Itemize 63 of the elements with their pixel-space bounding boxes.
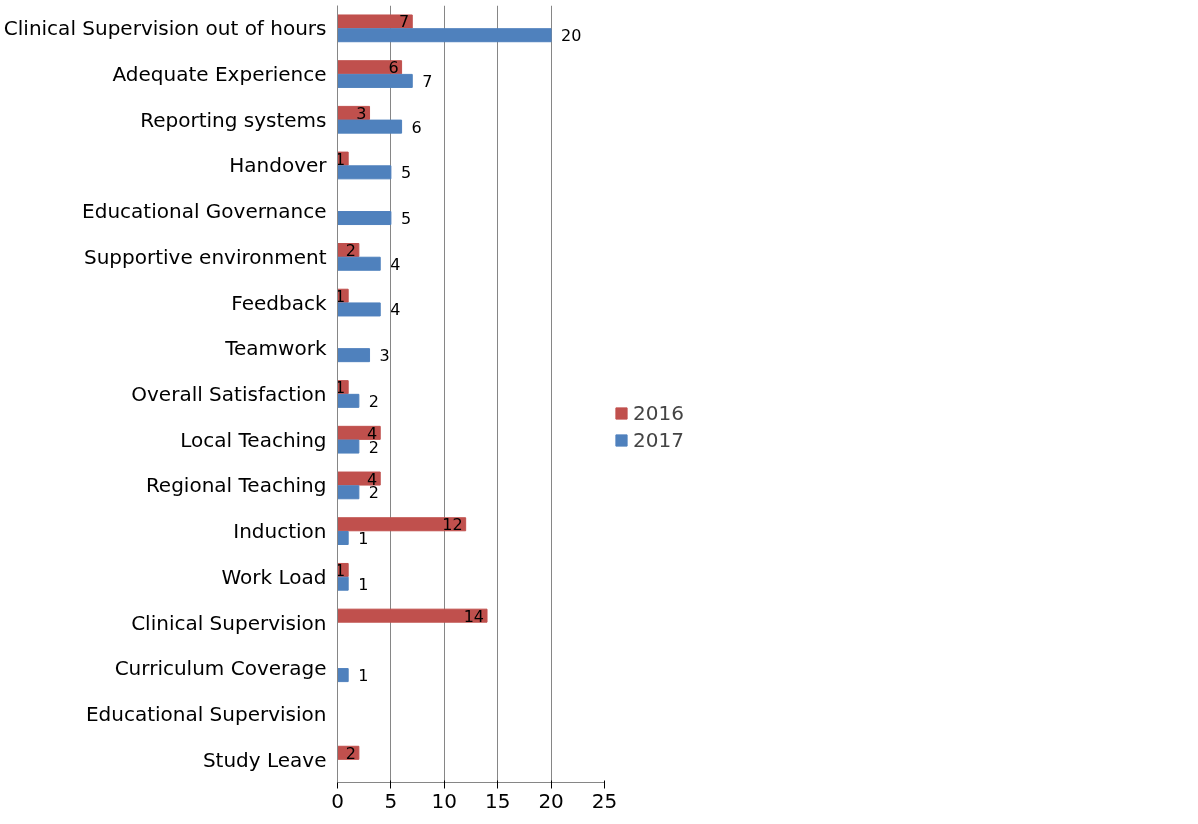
- y-tick-label: Curriculum Coverage: [114, 656, 327, 681]
- bar: [337, 165, 392, 180]
- data-label: 3: [356, 103, 367, 123]
- x-tick-label: 15: [484, 788, 511, 813]
- bar: [337, 302, 381, 317]
- y-tick-label: Reporting systems: [140, 107, 327, 132]
- x-tick-label: 20: [538, 788, 564, 813]
- bar: [337, 256, 381, 271]
- bar: [337, 393, 360, 408]
- bar: [337, 211, 392, 226]
- data-label: 1: [358, 574, 369, 594]
- x-tick-label: 10: [431, 788, 458, 813]
- y-tick-label: Clinical Supervision out of hours: [3, 16, 327, 41]
- y-tick-label: Induction: [233, 519, 327, 544]
- data-label: 2: [368, 391, 380, 411]
- data-label: 14: [463, 606, 485, 626]
- bar: [337, 119, 403, 134]
- data-label: 2: [345, 241, 356, 261]
- data-label: 6: [411, 117, 422, 137]
- x-tick-label: 0: [331, 788, 344, 813]
- data-label: 2: [345, 743, 356, 763]
- bar: [337, 471, 381, 486]
- data-label: 7: [399, 12, 410, 32]
- bar: [337, 73, 413, 88]
- bar: [337, 14, 413, 29]
- bar: [337, 28, 552, 43]
- y-tick-label: Feedback: [231, 290, 327, 315]
- legend-label: 2016: [633, 401, 684, 425]
- bar: [337, 60, 403, 75]
- data-label: 7: [422, 71, 433, 91]
- data-label: 5: [400, 163, 412, 183]
- y-tick-label: Handover: [229, 153, 328, 178]
- y-tick-label: Study Leave: [202, 747, 327, 772]
- y-tick-label: Local Teaching: [180, 427, 327, 452]
- bar: [337, 439, 360, 454]
- data-label: 1: [358, 528, 369, 548]
- bar: [337, 348, 371, 363]
- y-tick-label: Educational Governance: [82, 199, 327, 224]
- data-label: 3: [379, 346, 390, 366]
- x-tick-label: 5: [384, 788, 398, 813]
- y-tick-label: Adequate Experience: [112, 62, 327, 87]
- data-label: 5: [400, 209, 412, 229]
- data-label: 4: [390, 300, 401, 320]
- x-tick-label: 25: [591, 788, 618, 813]
- y-tick-label: Teamwork: [224, 336, 327, 361]
- data-label: 6: [388, 58, 399, 78]
- y-tick-label: Clinical Supervision: [131, 610, 327, 635]
- data-label: 1: [358, 666, 369, 686]
- bar: [337, 517, 467, 532]
- data-label: 20: [561, 26, 582, 46]
- legend-label: 2017: [633, 428, 684, 452]
- bar: [337, 608, 488, 623]
- y-tick-label: Regional Teaching: [145, 473, 327, 498]
- data-label: 12: [442, 515, 463, 535]
- bar: [337, 485, 360, 500]
- y-tick-label: Work Load: [221, 564, 327, 589]
- bar: [337, 668, 349, 683]
- data-label: 4: [390, 254, 401, 274]
- bar: [337, 576, 349, 591]
- y-tick-label: Overall Satisfaction: [131, 382, 327, 406]
- y-tick-label: Supportive environment: [84, 244, 327, 269]
- y-tick-label: Educational Supervision: [85, 701, 327, 726]
- bar: [337, 530, 349, 545]
